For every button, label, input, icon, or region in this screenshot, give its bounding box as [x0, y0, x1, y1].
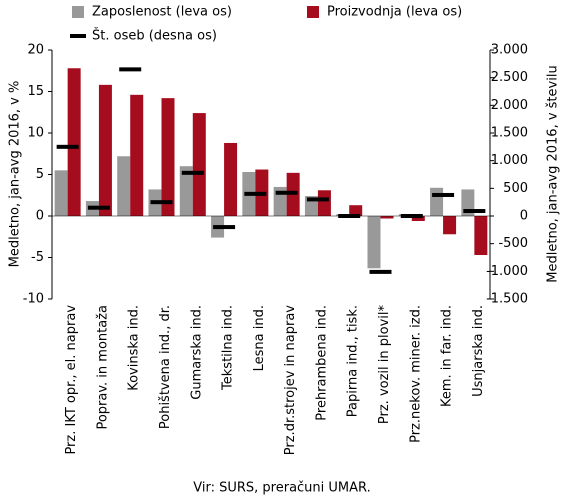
marker — [213, 225, 236, 230]
bar — [380, 216, 394, 219]
y-tick-label: 5 — [36, 167, 44, 182]
x-tick-label: Gumarska ind. — [189, 305, 204, 400]
y2-tick-label: 2.500 — [491, 70, 528, 85]
x-tick-label: Papirna ind., tisk. — [346, 305, 361, 417]
x-tick-label: Usnjarska ind. — [471, 305, 486, 397]
y-tick-label: -10 — [23, 292, 44, 307]
y-axis-title: Medletno, jan-avg 2016, v % — [8, 81, 23, 268]
y2-tick-label: 500 — [503, 181, 528, 196]
bar — [117, 156, 131, 216]
y-tick-label: 0 — [36, 209, 44, 224]
bar — [54, 170, 68, 216]
y2-tick-label: 0 — [520, 209, 528, 224]
y2-tick-label: -1.500 — [486, 292, 528, 307]
bar — [98, 84, 112, 216]
marker — [244, 191, 267, 196]
source-note: Vir: SURS, preračuni UMAR. — [193, 481, 370, 496]
x-tick-label: Prz. vozil in plovil* — [377, 305, 392, 425]
bar — [130, 94, 144, 216]
y-tick-label: 15 — [27, 84, 44, 99]
y-tick-label: 10 — [27, 126, 44, 141]
bar — [161, 98, 175, 216]
x-tick-label: Kovinska ind. — [127, 305, 142, 391]
marker — [56, 144, 79, 149]
marker — [181, 170, 204, 175]
legend-label: Št. oseb (desna os) — [92, 28, 217, 44]
y2-tick-label: 1.500 — [491, 126, 528, 141]
marker — [119, 67, 142, 72]
legend-label: Zaposlenost (leva os) — [92, 5, 232, 20]
legend-swatch — [70, 34, 86, 38]
y2-axis-title: Medletno, jan-avg 2016, v številu — [546, 65, 561, 282]
y2-tick-label: 2.000 — [491, 98, 528, 113]
marker — [275, 190, 298, 195]
marker — [369, 269, 392, 274]
bar — [367, 216, 381, 269]
bar — [179, 166, 193, 216]
y2-tick-label: 3.000 — [491, 43, 528, 58]
y2-tick-label: -1.000 — [486, 264, 528, 279]
x-tick-label: Prz.nekov. miner. izd. — [408, 305, 423, 443]
y2-tick-label: 1.000 — [491, 153, 528, 168]
legend-swatch — [307, 6, 319, 18]
bar — [411, 216, 425, 221]
x-tick-label: Lesna ind. — [252, 305, 267, 371]
y-tick-label: -5 — [31, 250, 44, 265]
x-tick-label: Poprav. in montaža — [95, 305, 110, 430]
y2-tick-label: -500 — [498, 236, 528, 251]
x-tick-label: Prehrambena ind. — [314, 305, 329, 421]
bar — [430, 187, 444, 216]
legend-label: Proizvodnja (leva os) — [327, 5, 462, 20]
marker — [87, 205, 110, 210]
bar — [349, 205, 363, 216]
bar — [317, 190, 331, 216]
y-tick-label: 20 — [27, 43, 44, 58]
bar — [474, 216, 488, 256]
bar — [224, 142, 238, 216]
marker — [150, 200, 173, 205]
legend-swatch — [72, 6, 84, 18]
bar — [443, 216, 457, 235]
marker — [432, 192, 455, 197]
x-tick-label: Prz.dr.strojev in naprav — [283, 305, 298, 456]
bar — [192, 113, 206, 216]
x-tick-label: Prz. IKT opr., el. naprav — [64, 305, 79, 455]
marker — [463, 209, 486, 214]
marker — [306, 197, 329, 202]
bar — [67, 68, 81, 216]
x-tick-label: Kem. in far. ind. — [440, 305, 455, 407]
x-tick-label: Pohištvena ind., dr. — [158, 305, 173, 429]
x-tick-label: Tekstilna ind. — [221, 305, 236, 391]
